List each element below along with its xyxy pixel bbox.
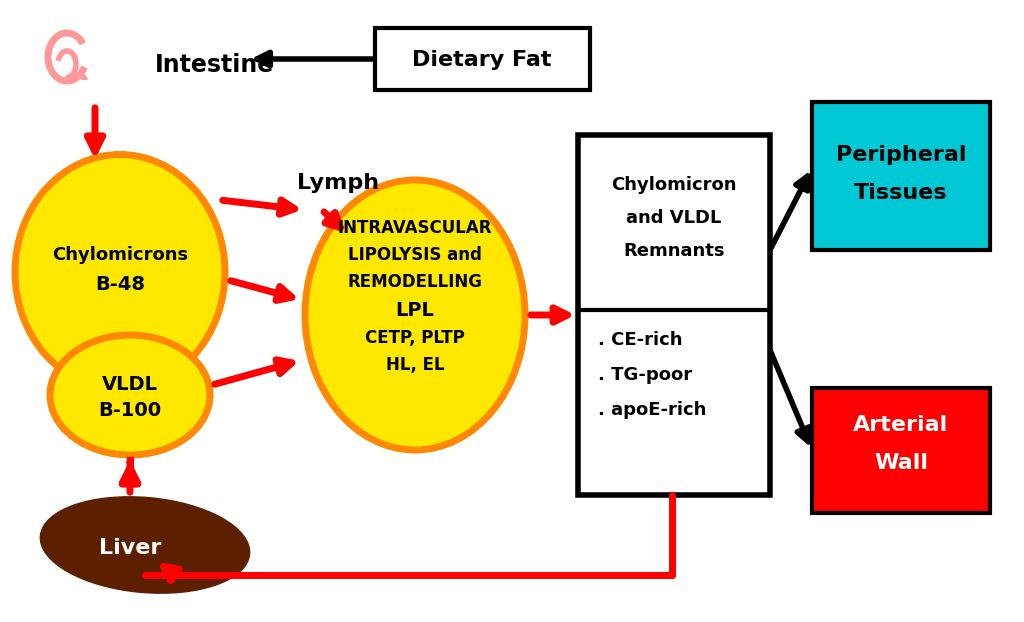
- Text: . CE-rich: . CE-rich: [598, 331, 683, 349]
- Ellipse shape: [50, 335, 210, 455]
- Text: Peripheral: Peripheral: [836, 145, 967, 165]
- Text: . apoE-rich: . apoE-rich: [598, 401, 707, 419]
- Text: Dietary Fat: Dietary Fat: [413, 50, 552, 70]
- Text: Lymph: Lymph: [297, 173, 379, 193]
- Ellipse shape: [305, 180, 525, 450]
- Text: HL, EL: HL, EL: [386, 356, 444, 374]
- Bar: [812, 388, 990, 513]
- Text: Arterial: Arterial: [853, 415, 948, 435]
- Text: LIPOLYSIS and: LIPOLYSIS and: [348, 246, 482, 264]
- Text: Remnants: Remnants: [624, 242, 725, 260]
- Ellipse shape: [40, 497, 250, 593]
- Text: B-48: B-48: [95, 276, 145, 294]
- Text: B-100: B-100: [98, 401, 162, 419]
- Text: Tissues: Tissues: [854, 183, 948, 203]
- Text: INTRAVASCULAR: INTRAVASCULAR: [338, 219, 493, 237]
- Text: Liver: Liver: [98, 538, 161, 558]
- Text: CETP, PLTP: CETP, PLTP: [366, 329, 465, 347]
- Text: and VLDL: and VLDL: [627, 209, 722, 227]
- Bar: [578, 135, 770, 495]
- Bar: [812, 102, 990, 250]
- Ellipse shape: [15, 154, 225, 389]
- Text: LPL: LPL: [395, 300, 434, 320]
- Bar: [375, 28, 590, 90]
- Text: . TG-poor: . TG-poor: [598, 366, 692, 384]
- Text: Intestine: Intestine: [155, 53, 274, 77]
- Text: Chylomicron: Chylomicron: [611, 176, 736, 194]
- Text: REMODELLING: REMODELLING: [347, 273, 482, 291]
- Text: Chylomicrons: Chylomicrons: [52, 246, 188, 264]
- Text: Wall: Wall: [874, 453, 928, 473]
- Text: VLDL: VLDL: [102, 376, 158, 394]
